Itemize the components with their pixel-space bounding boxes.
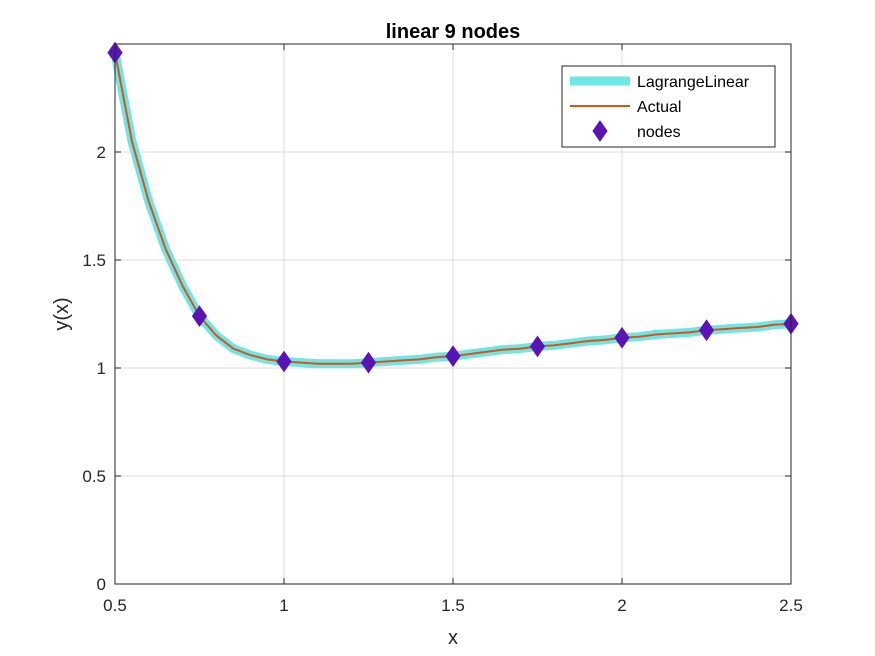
legend-label-nodes: nodes — [637, 124, 681, 141]
y-tick-label: 1 — [97, 359, 106, 378]
series-layer — [107, 41, 799, 374]
y-tick-label: 0.5 — [82, 467, 106, 486]
x-tick-label: 1.5 — [441, 596, 465, 615]
node-point — [276, 350, 292, 373]
x-axis-label: x — [448, 627, 458, 649]
x-tick-label: 2.5 — [779, 596, 803, 615]
y-tick-label: 1.5 — [82, 251, 106, 270]
node-point — [698, 319, 715, 342]
x-tick-label: 2 — [617, 596, 626, 615]
chart-title: linear 9 nodes — [386, 21, 521, 43]
y-axis-label: y(x) — [51, 297, 73, 330]
node-point — [191, 305, 208, 328]
y-ticks: 0 0.5 1 1.5 2 — [82, 143, 791, 594]
node-point — [614, 326, 630, 349]
y-tick-label: 0 — [97, 575, 106, 594]
legend-label-lagrangelinear: LagrangeLinear — [637, 74, 750, 91]
x-ticks: 0.5 1 1.5 2 2.5 — [103, 44, 803, 615]
node-point — [529, 335, 546, 358]
legend-swatch-nodes — [592, 120, 608, 142]
legend-label-actual: Actual — [637, 99, 681, 116]
node-point — [360, 351, 377, 374]
legend: LagrangeLinear Actual nodes — [561, 65, 776, 148]
y-tick-label: 2 — [97, 143, 106, 162]
x-tick-label: 0.5 — [103, 596, 127, 615]
node-point — [445, 345, 461, 367]
x-tick-label: 1 — [279, 596, 288, 615]
